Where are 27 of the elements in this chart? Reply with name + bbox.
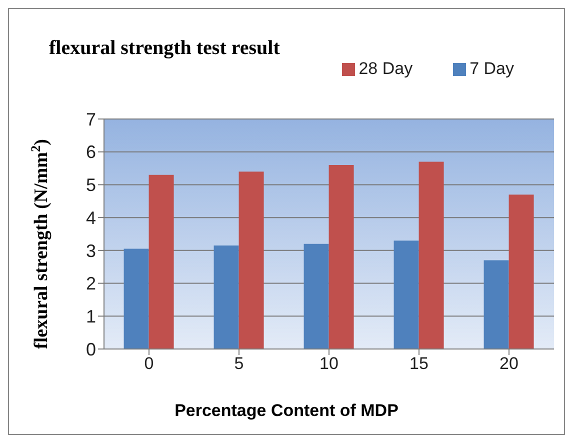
x-tick-label: 15	[410, 354, 428, 374]
x-tick-label: 10	[320, 354, 338, 374]
x-tick-label: 5	[234, 354, 244, 374]
y-tick-label: 4	[86, 208, 96, 228]
y-tick-label: 7	[86, 109, 96, 130]
y-tick-label: 2	[86, 274, 96, 294]
y-tick-label: 6	[86, 142, 96, 162]
bar	[394, 240, 419, 349]
y-tick-label: 5	[86, 175, 96, 196]
bar	[238, 172, 264, 349]
bar	[484, 260, 509, 349]
bar	[328, 165, 354, 349]
y-tick-label: 3	[86, 240, 96, 261]
x-tick-label: 0	[144, 354, 154, 374]
bar	[214, 246, 239, 349]
bar	[148, 174, 174, 349]
y-tick-label: 0	[86, 339, 96, 360]
bar	[508, 194, 534, 349]
bar	[418, 162, 444, 349]
x-tick-label: 20	[500, 354, 518, 374]
x-axis-title: Percentage Content of MDP	[174, 401, 400, 421]
bar	[124, 248, 149, 349]
bar	[304, 244, 329, 349]
y-tick-label: 1	[86, 306, 96, 327]
chart-title: flexural strength test result	[49, 37, 280, 60]
legend-label: 28 Day	[358, 59, 413, 78]
legend-label: 7 Day	[470, 59, 514, 78]
